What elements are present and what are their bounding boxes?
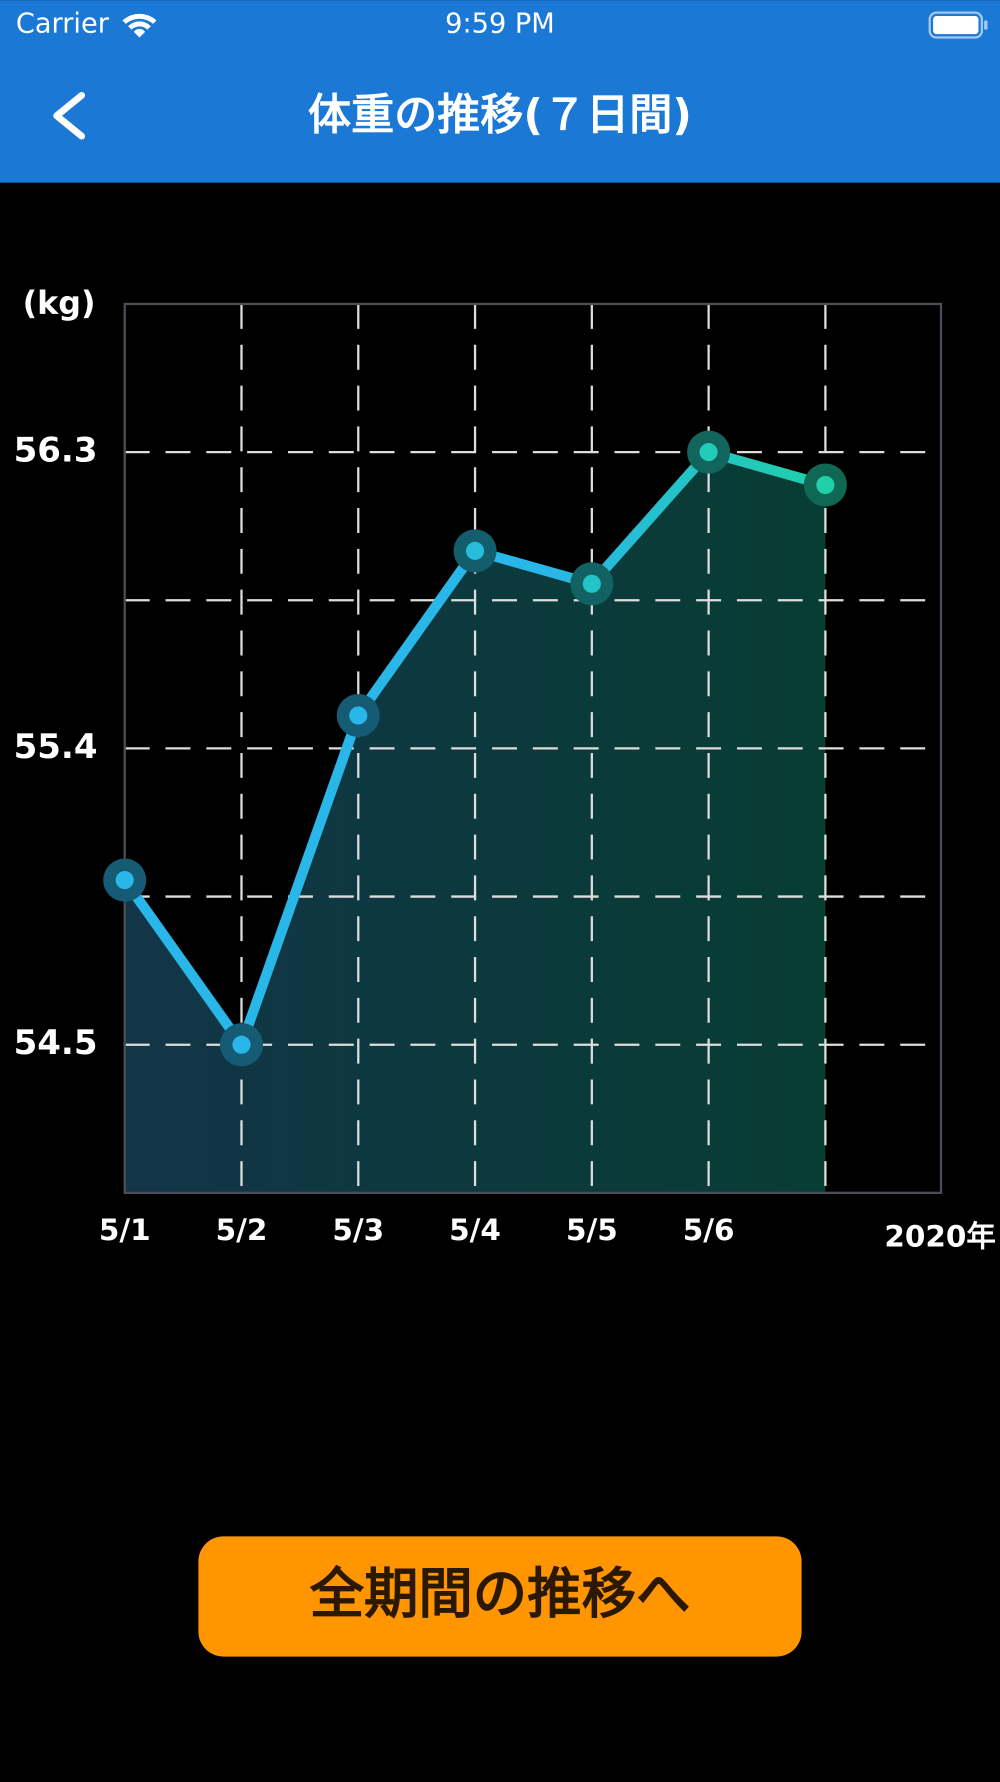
back-button[interactable] xyxy=(53,91,86,140)
x-tick-label: 5/2 xyxy=(216,1213,268,1247)
battery-icon xyxy=(928,11,988,39)
x-tick-label: 5/5 xyxy=(566,1213,618,1247)
x-tick-label: 5/3 xyxy=(332,1213,384,1247)
point-inner xyxy=(465,541,485,560)
point-inner xyxy=(115,871,134,890)
clock: 9:59 PM xyxy=(445,9,555,40)
x-tick-label: 5/1 xyxy=(99,1213,151,1247)
nav-title: 体重の推移(７日間) xyxy=(308,91,692,141)
x-tick-label: 5/6 xyxy=(683,1213,735,1247)
x-axis-label: 2020年 xyxy=(884,1220,996,1254)
point-inner xyxy=(582,574,601,593)
point-inner xyxy=(699,443,718,462)
point-inner xyxy=(349,706,368,725)
y-tick-label: 55.4 xyxy=(14,727,98,767)
y-tick-label: 54.5 xyxy=(14,1023,98,1063)
nav-bar xyxy=(0,0,1000,183)
wifi-icon xyxy=(122,13,157,38)
point-inner xyxy=(816,475,835,495)
plot-frame xyxy=(123,302,943,1194)
point-inner xyxy=(232,1035,251,1054)
y-axis-label: (kg) xyxy=(23,286,96,322)
x-tick-label: 5/4 xyxy=(449,1213,501,1247)
chart: 54.5 55.4 56.3 (kg) 5/1 5/2 5/3 5/4 5/5 5/6 2020年 xyxy=(14,286,996,1254)
carrier: Carrier xyxy=(16,9,110,40)
y-tick-label: 56.3 xyxy=(14,431,98,471)
button-label: 全期間の推移へ xyxy=(309,1562,691,1626)
all-period-button[interactable] xyxy=(198,1536,802,1657)
area xyxy=(124,452,826,1193)
